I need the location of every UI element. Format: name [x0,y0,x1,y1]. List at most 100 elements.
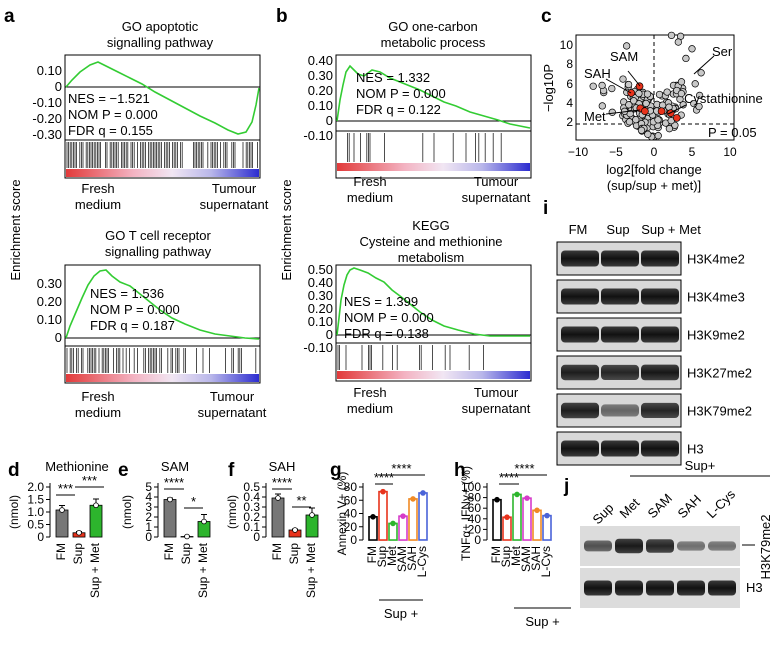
svg-text:0: 0 [326,113,333,128]
gsea-b-bot-nes: NES = 1.399 [344,294,418,309]
svg-text:10: 10 [560,38,574,52]
bar-category-label: FM [270,543,284,560]
sig-stars: **** [499,470,519,485]
svg-text:4: 4 [566,96,573,110]
western-j-band [646,580,674,596]
volcano-point [688,45,696,53]
svg-text:Sup: Sup [590,500,617,527]
barchart-d: 2.01.51.00.50 (nmol) Methionine FM Sup Sup + … [7,459,109,598]
gsea-a-top-hits [66,142,258,168]
bar-tick-label: 0.5 [27,518,44,532]
volcano-point [635,89,643,98]
western-j-blots [580,526,740,608]
gsea-a-bot-curve [65,269,260,340]
bar-point [494,496,500,503]
western-i-band [561,250,599,267]
volcano-xlabel-1: log2[fold change [606,162,701,177]
bar-category-label: SAH [529,546,543,571]
western-i-band [561,288,599,305]
gsea-b-top-xright-2: supernatant [462,190,531,205]
bar-point [400,513,406,519]
bar-point [514,491,520,498]
volcano-point [677,89,686,98]
bar-tick-label: 0.4 [243,490,260,504]
western-j-band [677,580,705,596]
bar-point [544,512,550,519]
bar [89,504,103,538]
bar-category-label: FM [489,546,503,563]
volcano-ylabel: −log10P [541,64,556,112]
bar-category-label: L-Cys [539,546,553,577]
svg-text:0.30: 0.30 [308,288,333,303]
volcano-leader-cys [667,104,687,115]
volcano-point [642,99,650,108]
panel-label-f: f [228,460,235,481]
svg-text:0.20: 0.20 [308,83,333,98]
volcano-point [654,116,662,124]
volcano-label-sah: SAH [584,66,611,81]
svg-text:0.20: 0.20 [37,294,62,309]
western-j-label-h3k79me2: H3K79me2 [758,514,773,579]
svg-text:-0.10: -0.10 [32,95,62,110]
bar-category-label: Met [509,545,523,566]
volcano-point [674,38,682,46]
volcano-point [643,90,652,98]
svg-text:0: 0 [55,79,62,94]
volcano-point [608,108,616,116]
volcano-point-highlight [627,89,636,97]
svg-text:FM: FM [569,222,588,237]
western-i-label: H3K79me2 [687,404,752,419]
bar-point [167,496,173,503]
western-j-band [615,580,643,596]
gsea-a-bot-heatbar [66,374,259,382]
volcano-point [655,90,664,99]
bar [492,498,502,541]
western-i-band [601,440,639,457]
bar [163,499,177,538]
sig-stars: **** [514,461,534,476]
gsea-b-bot-fdr: FDR q = 0.138 [344,326,429,341]
western-i-band [641,326,679,343]
western-i-band [641,440,679,457]
volcano-point [598,102,606,110]
gsea-b-bot-ticks: 0.50 0.40 0.30 0.20 0.10 0 -0.10 [303,262,333,355]
bar-title: SAM [161,459,189,474]
sig-stars: *** [82,473,97,488]
bar-point [524,495,530,501]
svg-text:6: 6 [566,77,573,91]
bar-point [275,495,281,501]
svg-text:0.30: 0.30 [308,68,333,83]
sig-stars: **** [272,475,292,490]
bar-point [292,527,298,533]
gsea-a-bot-fdr: FDR q = 0.187 [90,318,175,333]
western-j-band [708,541,736,551]
bar-tick-label: 0 [474,533,481,547]
volcano-points [589,31,705,141]
gsea-b-top-hits [347,133,502,162]
bar-point [201,518,207,525]
bar-point [76,529,82,536]
gsea-a-bot-frame [64,264,261,384]
bar-ylabel: (nmol) [225,495,239,529]
western-i-label: H3K27me2 [687,366,752,381]
volcano-point [598,81,606,90]
gsea-b-top-frame [335,54,532,179]
svg-text:10: 10 [723,145,737,159]
bar-tick-label: 60 [468,501,482,515]
bar-point [93,502,99,509]
svg-text:0.30: 0.30 [37,276,62,291]
gsea-b-bot-title-3: metabolism [398,250,464,265]
gsea-b-top-fdr: FDR q = 0.122 [356,102,441,117]
gsea-a-top-frame [64,54,261,179]
bar-tick-label: 0.5 [243,480,260,494]
western-i-band [561,326,599,343]
bar-category-label: Sup [375,546,389,568]
gsea-a-top-xright-1: Tumour [212,181,257,196]
bar [408,498,418,541]
gsea-b-bot-hits [337,345,485,370]
gsea-a-ylabel: Enrichment score [8,179,23,280]
svg-text:0.40: 0.40 [308,53,333,68]
volcano-point [654,132,662,140]
